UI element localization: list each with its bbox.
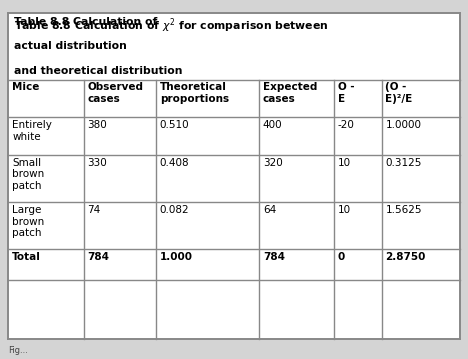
Text: 0.082: 0.082 (160, 205, 190, 215)
Text: Mice: Mice (12, 83, 39, 92)
Text: 64: 64 (263, 205, 276, 215)
Text: -20: -20 (338, 120, 355, 130)
Text: 0.510: 0.510 (160, 120, 190, 130)
Text: 74: 74 (88, 205, 101, 215)
Text: 1.0000: 1.0000 (385, 120, 421, 130)
Text: Expected
cases: Expected cases (263, 83, 317, 104)
Text: Entirely
white: Entirely white (12, 120, 52, 141)
Text: 400: 400 (263, 120, 282, 130)
Text: 0: 0 (338, 252, 345, 262)
Text: 784: 784 (88, 252, 110, 262)
Text: Large
brown
patch: Large brown patch (12, 205, 44, 238)
Text: 784: 784 (263, 252, 285, 262)
Text: 380: 380 (88, 120, 107, 130)
Text: actual distribution: actual distribution (14, 41, 127, 51)
Text: 1.5625: 1.5625 (385, 205, 422, 215)
Text: 1.000: 1.000 (160, 252, 193, 262)
Text: 10: 10 (338, 158, 351, 168)
Text: 0.3125: 0.3125 (385, 158, 422, 168)
Text: 320: 320 (263, 158, 283, 168)
Text: 330: 330 (88, 158, 107, 168)
Text: Table 8.8 Calculation of: Table 8.8 Calculation of (14, 17, 161, 27)
Text: Theoretical
proportions: Theoretical proportions (160, 83, 229, 104)
Text: 10: 10 (338, 205, 351, 215)
Text: Total: Total (12, 252, 41, 262)
Text: O -
E: O - E (338, 83, 355, 104)
Text: Observed
cases: Observed cases (88, 83, 143, 104)
Text: Small
brown
patch: Small brown patch (12, 158, 44, 191)
Text: 0.408: 0.408 (160, 158, 190, 168)
Text: Table 8.8 Calculation of $\chi^2$ for comparison between: Table 8.8 Calculation of $\chi^2$ for co… (14, 17, 329, 36)
Text: and theoretical distribution: and theoretical distribution (14, 66, 183, 76)
Text: 2.8750: 2.8750 (385, 252, 426, 262)
Text: (O -
E)²/E: (O - E)²/E (385, 83, 413, 104)
Text: Fig...: Fig... (8, 346, 28, 355)
